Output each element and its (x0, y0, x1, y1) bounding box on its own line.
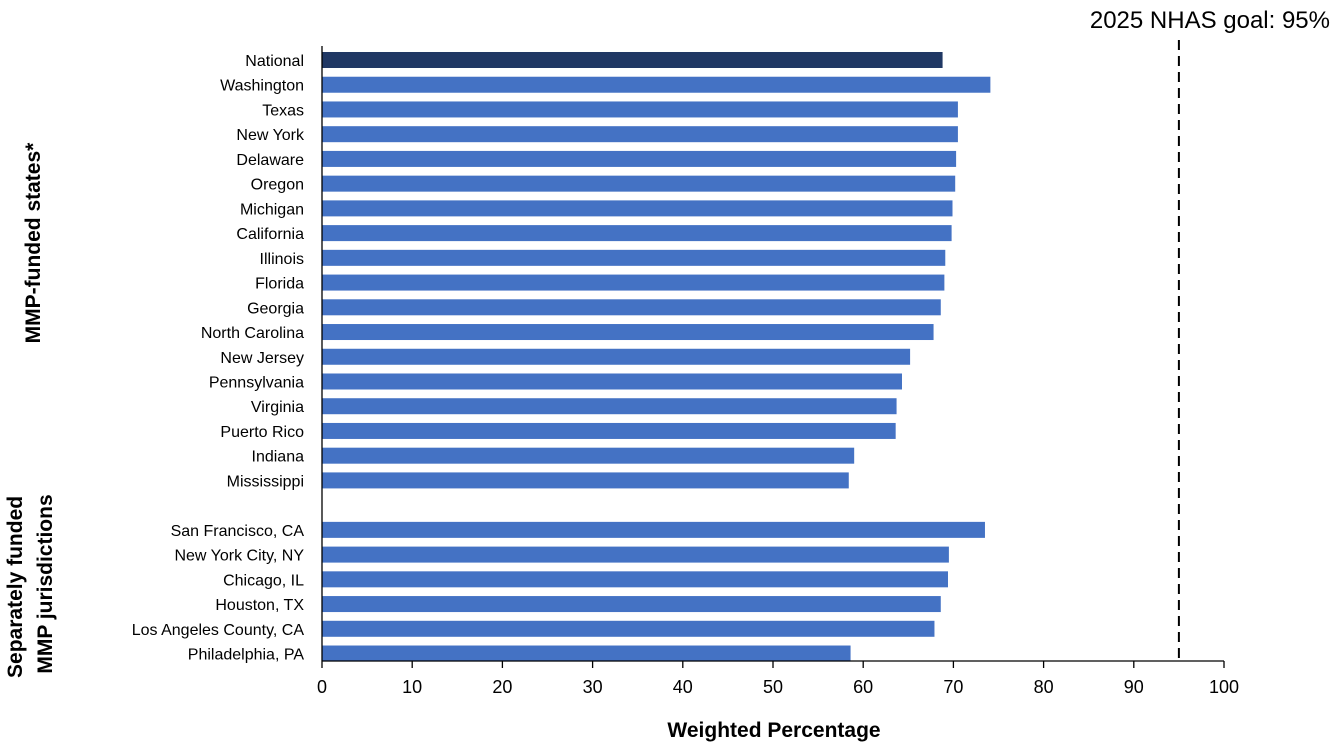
group-title-separately-funded-jurisdictions: Separately funded MMP jurisdictions (4, 490, 57, 678)
x-tick-label-30: 30 (583, 677, 603, 697)
category-label-los-angeles-county-ca: Los Angeles County, CA (132, 622, 305, 639)
category-label-indiana: Indiana (252, 449, 305, 466)
category-label-georgia: Georgia (247, 300, 304, 317)
bar-georgia (322, 299, 941, 316)
x-tick-label-20: 20 (492, 677, 512, 697)
x-tick-label-90: 90 (1124, 677, 1144, 697)
bar-delaware (322, 150, 957, 167)
x-tick-label-100: 100 (1209, 677, 1239, 697)
group-title-line-2: MMP jurisdictions (34, 494, 57, 673)
category-label-oregon: Oregon (251, 177, 304, 194)
bar-new-york (322, 126, 958, 143)
category-labels: National Washington Texas New York Delaware O… (132, 53, 305, 664)
category-label-chicago-il: Chicago, IL (223, 572, 304, 589)
bar-philadelphia-pa (322, 645, 851, 662)
category-label-houston-tx: Houston, TX (215, 597, 304, 614)
bars-layer (322, 52, 991, 662)
bar-new-jersey (322, 348, 911, 365)
category-label-philadelphia-pa: Philadelphia, PA (188, 647, 305, 664)
x-tick-label-0: 0 (317, 677, 327, 697)
bar-pennsylvania (322, 373, 902, 390)
bar-california (322, 225, 952, 242)
bar-oregon (322, 175, 956, 192)
goal-label: 2025 NHAS goal: 95% (1090, 7, 1330, 34)
bar-michigan (322, 200, 953, 217)
category-label-new-york: New York (236, 127, 305, 144)
group-title-mmp-funded-states: MMP-funded states* (22, 142, 45, 344)
category-label-pennsylvania: Pennsylvania (209, 374, 304, 391)
x-tick-label-40: 40 (673, 677, 693, 697)
x-axis: 0 10 20 30 40 50 60 70 80 90 100 (317, 46, 1239, 697)
x-tick-label-60: 60 (853, 677, 873, 697)
category-label-san-francisco-ca: San Francisco, CA (171, 523, 305, 540)
x-tick-label-10: 10 (402, 677, 422, 697)
bar-north-carolina (322, 324, 934, 341)
bar-los-angeles-county-ca (322, 620, 935, 637)
bar-puerto-rico (322, 422, 896, 439)
category-label-puerto-rico: Puerto Rico (220, 424, 304, 441)
bar-illinois (322, 249, 946, 266)
bar-virginia (322, 398, 897, 415)
category-label-illinois: Illinois (260, 251, 304, 268)
category-label-michigan: Michigan (240, 201, 304, 218)
bar-indiana (322, 447, 855, 464)
category-label-florida: Florida (255, 276, 304, 293)
bar-texas (322, 101, 958, 118)
category-label-new-york-city-ny: New York City, NY (174, 548, 304, 565)
category-label-virginia: Virginia (251, 399, 304, 416)
category-label-washington: Washington (220, 78, 304, 95)
x-axis-title: Weighted Percentage (667, 719, 880, 742)
category-label-delaware: Delaware (236, 152, 304, 169)
category-label-california: California (236, 226, 304, 243)
goal-reference: 2025 NHAS goal: 95% (1090, 7, 1330, 661)
category-label-north-carolina: North Carolina (201, 325, 304, 342)
x-tick-label-80: 80 (1034, 677, 1054, 697)
x-tick-label-70: 70 (943, 677, 963, 697)
bar-chicago-il (322, 571, 948, 588)
category-label-national: National (245, 53, 304, 70)
bar-washington (322, 76, 991, 93)
bar-national (322, 52, 943, 68)
category-label-new-jersey: New Jersey (220, 350, 304, 367)
category-label-texas: Texas (262, 102, 304, 119)
bar-houston-tx (322, 596, 941, 613)
category-label-mississippi: Mississippi (227, 473, 304, 490)
x-tick-label-50: 50 (763, 677, 783, 697)
bar-florida (322, 274, 945, 291)
bar-san-francisco-ca (322, 521, 985, 538)
bar-mississippi (322, 472, 849, 489)
group-title-line-1: Separately funded (4, 496, 27, 678)
group-titles: MMP-funded states* Separately funded MMP… (4, 142, 57, 678)
bar-new-york-city-ny (322, 546, 949, 563)
